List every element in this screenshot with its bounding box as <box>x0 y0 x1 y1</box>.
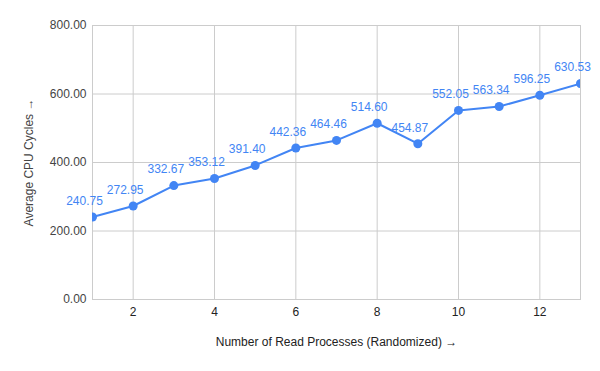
svg-text:Average CPU Cycles →: Average CPU Cycles → <box>22 99 36 227</box>
svg-text:8: 8 <box>374 305 381 319</box>
svg-text:2: 2 <box>130 305 137 319</box>
svg-text:4: 4 <box>211 305 218 319</box>
svg-text:552.05: 552.05 <box>432 87 469 101</box>
svg-text:596.25: 596.25 <box>513 72 550 86</box>
svg-text:10: 10 <box>452 305 466 319</box>
svg-text:630.53: 630.53 <box>554 60 591 74</box>
svg-text:454.87: 454.87 <box>391 121 428 135</box>
svg-text:464.46: 464.46 <box>310 117 347 131</box>
svg-text:332.67: 332.67 <box>147 162 184 176</box>
svg-text:0.00: 0.00 <box>63 292 87 306</box>
svg-text:200.00: 200.00 <box>50 224 87 238</box>
svg-text:Number of Read Processes (Rand: Number of Read Processes (Randomized) → <box>216 335 457 349</box>
svg-text:6: 6 <box>292 305 299 319</box>
svg-text:400.00: 400.00 <box>50 155 87 169</box>
svg-text:272.95: 272.95 <box>107 183 144 197</box>
svg-text:514.60: 514.60 <box>351 100 388 114</box>
svg-text:12: 12 <box>533 305 547 319</box>
svg-text:563.34: 563.34 <box>473 83 510 97</box>
svg-text:391.40: 391.40 <box>229 142 266 156</box>
svg-text:442.36: 442.36 <box>269 125 306 139</box>
svg-text:353.12: 353.12 <box>188 155 225 169</box>
svg-text:240.75: 240.75 <box>66 194 103 208</box>
svg-text:600.00: 600.00 <box>50 87 87 101</box>
svg-text:800.00: 800.00 <box>50 18 87 32</box>
